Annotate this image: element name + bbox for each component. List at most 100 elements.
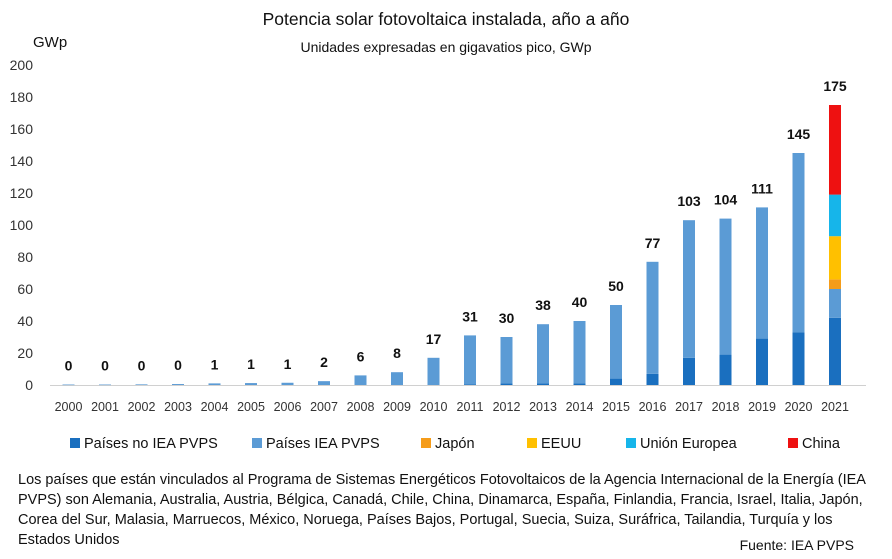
y-tick-label: 100	[10, 217, 34, 233]
y-tick-label: 140	[10, 153, 34, 169]
bar-segment	[62, 384, 75, 386]
bar-segment	[135, 384, 148, 385]
bar-total-label: 0	[138, 357, 146, 373]
y-tick-label: 120	[10, 185, 34, 201]
bar-segment	[646, 261, 659, 374]
legend-swatch	[421, 438, 431, 448]
bar-segment	[172, 384, 184, 385]
y-tick-label: 160	[10, 121, 34, 137]
x-tick-label: 2011	[457, 400, 484, 414]
bar-total-label: 17	[426, 331, 442, 347]
bar-segment	[683, 357, 695, 385]
bar-segment	[829, 236, 841, 280]
bar-segment	[99, 384, 111, 386]
legend-swatch	[788, 438, 798, 448]
bar-total-label: 111	[751, 180, 773, 196]
y-tick-label: 40	[17, 313, 33, 329]
y-tick-label: 80	[17, 249, 33, 265]
bar-segment	[391, 372, 403, 385]
x-tick-label: 2020	[785, 400, 813, 414]
bar-segment	[719, 218, 732, 355]
bar-segment	[829, 194, 841, 237]
legend-swatch	[70, 438, 80, 448]
bar-total-label: 31	[462, 308, 478, 324]
bar-total-label: 1	[211, 356, 219, 372]
x-tick-label: 2013	[529, 400, 557, 414]
bar-total-label: 104	[714, 192, 738, 208]
y-axis-label: GWp	[33, 34, 67, 51]
bar-segment	[756, 207, 768, 339]
x-tick-label: 2004	[201, 400, 229, 414]
legend-swatch	[626, 438, 636, 448]
chart: Potencia solar fotovoltaica instalada, a…	[10, 9, 866, 452]
bar-segment	[427, 357, 440, 385]
bar-segment	[318, 381, 330, 385]
x-tick-label: 2017	[675, 400, 703, 414]
bar-total-label: 175	[823, 78, 847, 94]
bar-segment	[829, 105, 841, 195]
bar-segment	[829, 317, 841, 385]
y-tick-label: 200	[10, 57, 34, 73]
bars	[62, 105, 841, 386]
bar-segment	[792, 153, 805, 333]
bar-total-label: 145	[787, 126, 811, 142]
bar-segment	[537, 324, 549, 384]
x-tick-label: 2012	[493, 400, 521, 414]
bar-segment	[683, 220, 695, 358]
y-tick-label: 20	[17, 345, 33, 361]
x-tick-label: 2019	[748, 400, 776, 414]
x-tick-label: 2014	[566, 400, 594, 414]
bar-segment	[573, 321, 586, 384]
legend-label: Japón	[435, 436, 475, 452]
x-tick-label: 2007	[310, 400, 338, 414]
bar-segment	[208, 383, 221, 385]
source-note: Fuente: IEA PVPS	[739, 537, 854, 553]
bar-total-label: 103	[677, 193, 701, 209]
x-axis-ticks: 2000 2001 2002 2003 2004 2005 2006 2007 2008 2009…	[55, 400, 849, 414]
bar-total-label: 77	[645, 235, 661, 251]
chart-title: Potencia solar fotovoltaica instalada, a…	[263, 9, 630, 29]
bar-segment	[354, 375, 367, 385]
bar-total-label: 1	[247, 356, 255, 372]
bar-total-label: 0	[101, 358, 109, 374]
x-tick-label: 2005	[237, 400, 265, 414]
bar-total-label: 30	[499, 310, 515, 326]
x-tick-label: 2006	[274, 400, 302, 414]
x-tick-label: 2001	[91, 400, 119, 414]
bar-total-label: 40	[572, 294, 588, 310]
bar-total-label: 2	[320, 354, 328, 370]
bar-segment	[464, 335, 476, 385]
bar-segment	[610, 378, 622, 385]
bar-segment	[829, 279, 841, 289]
bar-segment	[245, 383, 257, 385]
y-tick-label: 60	[17, 281, 33, 297]
legend-label: China	[802, 436, 841, 452]
x-tick-label: 2021	[821, 400, 849, 414]
chart-subtitle: Unidades expresadas en gigavatios pico, …	[300, 39, 591, 55]
y-tick-label: 180	[10, 89, 34, 105]
bar-total-label: 0	[174, 357, 182, 373]
legend-label: EEUU	[541, 436, 581, 452]
x-tick-label: 2002	[128, 400, 156, 414]
bar-segment	[537, 383, 549, 385]
bar-segment	[829, 289, 841, 318]
bar-segment	[792, 332, 805, 385]
y-tick-label: 0	[25, 377, 33, 393]
bar-segment	[464, 384, 476, 385]
bar-total-label: 0	[65, 358, 73, 374]
x-tick-label: 2015	[602, 400, 630, 414]
x-tick-label: 2008	[347, 400, 375, 414]
legend: Países no IEA PVPS Países IEA PVPS Japón EE…	[70, 436, 841, 452]
bar-segment	[719, 354, 732, 385]
legend-swatch	[252, 438, 262, 448]
bar-segment	[573, 383, 586, 385]
bar-segment	[500, 383, 513, 385]
legend-label: Países no IEA PVPS	[84, 436, 218, 452]
bar-total-label: 1	[284, 356, 292, 372]
x-tick-label: 2003	[164, 400, 192, 414]
x-tick-label: 2016	[639, 400, 667, 414]
legend-label: Unión Europea	[640, 436, 738, 452]
footnote: Los países que están vinculados al Progr…	[18, 472, 866, 548]
x-tick-label: 2010	[420, 400, 448, 414]
